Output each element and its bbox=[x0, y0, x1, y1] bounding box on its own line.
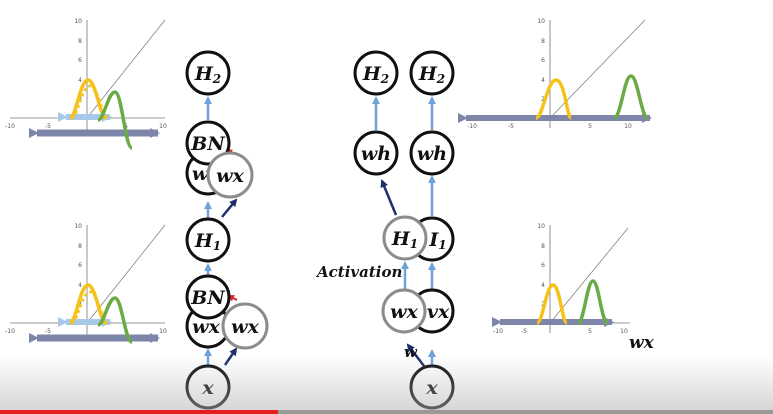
y-tick-label: 4 bbox=[541, 77, 545, 84]
x-tick-label: -10 bbox=[467, 123, 477, 130]
node-h1: H1 bbox=[185, 217, 231, 263]
node-wx-bottom-behind-label: wx bbox=[192, 316, 220, 338]
node-vx-label: vx bbox=[427, 301, 450, 323]
arrow-h1-to-wx-front bbox=[221, 198, 238, 218]
node-h2-right-left: H2 bbox=[353, 50, 399, 96]
yellow-curve bbox=[68, 283, 108, 325]
y-tick-label: 6 bbox=[541, 262, 545, 269]
y-tick-label: 2 bbox=[541, 96, 545, 103]
y-tick-label: 8 bbox=[78, 243, 82, 250]
plot-bottom-right: 10 8 6 4 2 -10 -5 5 10 bbox=[492, 223, 630, 335]
y-tick-label: 6 bbox=[541, 57, 545, 64]
green-curve bbox=[576, 279, 610, 325]
node-h1-front-sub: 1 bbox=[410, 237, 418, 251]
node-h1-front: H1 bbox=[382, 215, 428, 261]
node-w-top-label: w bbox=[192, 163, 209, 185]
node-bn-bottom: BN bbox=[185, 274, 231, 320]
svg-text:H2: H2 bbox=[362, 63, 389, 86]
y-tick-label: 8 bbox=[541, 38, 545, 45]
x-tick-label: 10 bbox=[159, 123, 167, 130]
video-progress-bar[interactable] bbox=[0, 410, 773, 414]
yellow-curve bbox=[535, 78, 573, 120]
node-h2-right-right-base: H bbox=[418, 63, 438, 85]
node-h1-front-base: H bbox=[391, 228, 411, 250]
node-h2-right-left-sub: 2 bbox=[380, 72, 389, 86]
node-wx-top: wx bbox=[206, 151, 254, 199]
green-curve bbox=[97, 296, 134, 344]
node-h2-right-left-base: H bbox=[362, 63, 382, 85]
svg-text:H2: H2 bbox=[418, 63, 445, 86]
right-network: H2 H2 wh wh I1 H1 vx bbox=[315, 50, 655, 410]
node-wh-left: wh bbox=[353, 130, 399, 176]
left-network: H2 w BN wx H1 wx BN bbox=[185, 50, 269, 410]
yellow-curve bbox=[535, 283, 569, 325]
node-wh-right-label: wh bbox=[417, 143, 447, 165]
x-tick-label: 10 bbox=[620, 328, 628, 335]
svg-text:H1: H1 bbox=[391, 228, 418, 251]
x-tick-label: 10 bbox=[624, 123, 632, 130]
node-wh-right: wh bbox=[409, 130, 455, 176]
node-h1-sub: 1 bbox=[213, 239, 221, 253]
node-h2: H2 bbox=[185, 50, 231, 96]
x-tick-label: -10 bbox=[493, 328, 503, 335]
svg-text:I1: I1 bbox=[428, 229, 446, 252]
node-i1-sub: 1 bbox=[438, 238, 446, 252]
yellow-curve-dashed bbox=[71, 290, 109, 325]
plot-top-right: 10 8 6 4 2 -10 -5 5 10 bbox=[458, 18, 652, 130]
player-shade bbox=[0, 356, 773, 414]
node-bn-bottom-label: BN bbox=[190, 287, 225, 309]
plot-top-left: 10 8 6 4 2 -10 -5 5 10 bbox=[5, 18, 167, 150]
y-tick-label: 8 bbox=[78, 38, 82, 45]
identity-line bbox=[549, 19, 646, 119]
svg-text:H2: H2 bbox=[194, 63, 221, 86]
node-wx-top-label: wx bbox=[216, 165, 244, 187]
x-tick-label: -5 bbox=[508, 123, 514, 130]
y-tick-label: 8 bbox=[541, 243, 545, 250]
node-wx-front-label: wx bbox=[390, 301, 418, 323]
y-tick-label: 6 bbox=[78, 262, 82, 269]
svg-text:H1: H1 bbox=[194, 230, 221, 253]
y-tick-label: 6 bbox=[78, 57, 82, 64]
x-tick-label: 5 bbox=[588, 123, 592, 130]
node-i1-base: I bbox=[428, 229, 439, 251]
node-wx-bottom-label: wx bbox=[231, 316, 259, 338]
node-bn-top: BN bbox=[185, 120, 231, 166]
node-h2-right-right: H2 bbox=[409, 50, 455, 96]
y-tick-label: 10 bbox=[74, 18, 82, 25]
x-tick-label: 10 bbox=[159, 328, 167, 335]
node-h2-base: H bbox=[194, 63, 214, 85]
video-progress-fill bbox=[0, 410, 279, 414]
y-tick-label: 10 bbox=[537, 223, 545, 230]
x-tick-label: -10 bbox=[5, 328, 15, 335]
x-tick-label: -10 bbox=[5, 123, 15, 130]
plot-bottom-left: 10 8 6 4 2 -10 -5 5 10 bbox=[5, 223, 167, 344]
node-h2-sub: 2 bbox=[212, 72, 221, 86]
yellow-curve bbox=[68, 78, 108, 120]
y-tick-label: 4 bbox=[78, 282, 82, 289]
y-tick-label: 10 bbox=[537, 18, 545, 25]
x-tick-label: -5 bbox=[45, 123, 51, 130]
activation-label: Activation bbox=[315, 263, 402, 281]
node-wh-left-label: wh bbox=[361, 143, 391, 165]
node-h2-right-right-sub: 2 bbox=[436, 72, 445, 86]
x-tick-label: -5 bbox=[45, 328, 51, 335]
y-tick-label: 10 bbox=[74, 223, 82, 230]
arrow-h1-to-out bbox=[380, 179, 398, 216]
node-bn-top-label: BN bbox=[190, 133, 225, 155]
y-tick-label: 4 bbox=[541, 282, 545, 289]
x-tick-label: 5 bbox=[588, 328, 592, 335]
x-tick-label: -5 bbox=[521, 328, 527, 335]
node-h1-base: H bbox=[194, 230, 214, 252]
wx-axis-label: wx bbox=[629, 333, 655, 353]
green-curve bbox=[97, 90, 134, 150]
y-tick-label: 4 bbox=[78, 77, 82, 84]
green-curve bbox=[612, 74, 650, 120]
node-wx-front: wx bbox=[381, 288, 427, 334]
node-wx-bottom: wx bbox=[221, 302, 269, 350]
